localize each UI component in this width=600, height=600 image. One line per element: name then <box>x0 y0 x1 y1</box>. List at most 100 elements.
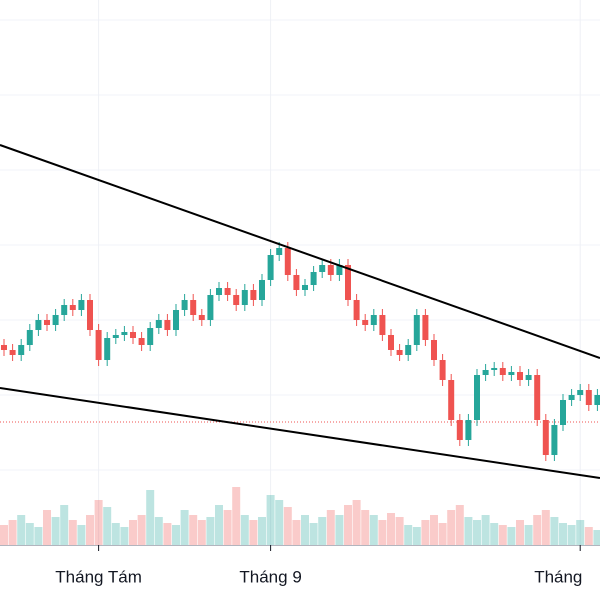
candle-body <box>542 420 549 455</box>
volume-bar <box>77 525 86 545</box>
x-tick-label: Tháng 9 <box>239 567 301 586</box>
candle-body <box>130 332 136 338</box>
candle-body <box>525 375 532 380</box>
volume-bar <box>335 515 344 545</box>
candle-body <box>388 335 394 350</box>
volume-bar <box>421 520 430 545</box>
volume-bar <box>120 527 129 545</box>
candle-body <box>259 280 265 300</box>
candle-body <box>224 288 231 295</box>
candle-body <box>293 275 300 290</box>
volume-bar <box>464 517 473 545</box>
candle-body <box>379 315 386 335</box>
candle-body <box>155 320 162 328</box>
volume-bar <box>344 505 352 545</box>
volume-bar <box>197 520 206 545</box>
candle-body <box>474 375 480 420</box>
volume-bar <box>206 517 215 545</box>
volume-bar <box>498 525 507 545</box>
candle-body <box>181 300 188 310</box>
candle-body <box>302 285 308 290</box>
candle-body <box>164 320 171 330</box>
candle-body <box>319 265 326 272</box>
volume-bar <box>292 520 301 545</box>
candle-body <box>577 390 584 395</box>
candle-body <box>52 315 59 325</box>
volume-bar <box>524 525 533 545</box>
candle-body <box>456 420 463 440</box>
candle-body <box>422 315 429 340</box>
volume-bar <box>447 510 456 545</box>
candle-body <box>198 315 205 320</box>
volume-bar <box>507 527 516 545</box>
volume-bar <box>25 523 34 545</box>
volume-bar <box>129 520 137 545</box>
candle-body <box>491 368 498 370</box>
volume-bar <box>404 525 413 545</box>
volume-bar <box>68 520 77 545</box>
volume-bar <box>34 527 43 545</box>
candle-body <box>121 332 128 335</box>
volume-bar <box>17 515 26 545</box>
candle-body <box>585 390 592 405</box>
volume-bar <box>301 515 309 545</box>
candle-body <box>216 288 222 295</box>
volume-bar <box>361 510 370 545</box>
volume-bar <box>584 527 593 545</box>
volume-bar <box>232 487 241 545</box>
candle-body <box>95 330 102 360</box>
volume-bar <box>275 500 284 545</box>
volume-bar <box>593 530 600 545</box>
volume-bar <box>481 515 490 545</box>
volume-bar <box>86 515 94 545</box>
candle-body <box>78 300 85 310</box>
volume-bar <box>8 520 17 545</box>
candle-body <box>190 300 197 315</box>
candle-body <box>413 315 420 345</box>
candle-body <box>594 395 600 405</box>
horizontal-grid <box>0 19 600 471</box>
volume-bar <box>103 507 112 545</box>
candle-body <box>345 265 351 300</box>
candle-body <box>250 290 257 300</box>
volume-bar <box>516 520 524 545</box>
volume-bar <box>369 515 378 545</box>
volume-bar <box>258 517 266 545</box>
volume-bar <box>378 520 387 545</box>
volume-bar <box>283 507 292 545</box>
candle-body <box>405 345 412 355</box>
volume-bar <box>215 505 223 545</box>
volume-bar <box>412 527 421 545</box>
candle-body <box>327 265 334 275</box>
trend-line <box>0 144 600 359</box>
candle-body <box>517 372 523 380</box>
trend-line <box>0 387 600 479</box>
volume-bar <box>567 525 576 545</box>
volume-bar <box>163 523 172 545</box>
volume-bar <box>430 515 438 545</box>
volume-bar <box>576 520 585 545</box>
candle-body <box>431 340 437 360</box>
candle-body <box>138 338 145 345</box>
candle-body <box>112 335 119 338</box>
candle-body <box>499 368 506 375</box>
candle-body <box>173 310 179 330</box>
candle-body <box>104 338 111 360</box>
candle-body <box>362 320 369 325</box>
candle-body <box>276 248 283 255</box>
volume-bar <box>94 500 103 545</box>
candle-body <box>61 305 68 315</box>
candle-body <box>35 320 42 330</box>
candle-body <box>396 350 403 355</box>
volume-bar <box>43 510 51 545</box>
candle-body <box>267 255 274 280</box>
candle-body <box>26 330 33 345</box>
volume-bar <box>541 510 550 545</box>
volume-bar <box>51 517 60 545</box>
volume-bar <box>154 517 163 545</box>
volume-bar <box>438 523 447 545</box>
candle-body <box>18 345 25 355</box>
volume-bar <box>326 510 335 545</box>
volume-bar <box>60 505 69 545</box>
